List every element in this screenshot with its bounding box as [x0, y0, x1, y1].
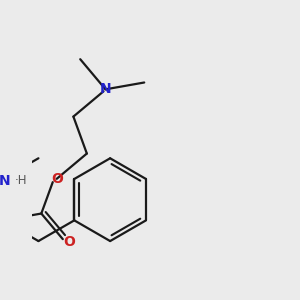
Text: N: N	[0, 174, 10, 188]
Text: O: O	[63, 235, 75, 249]
Text: ·H: ·H	[15, 174, 27, 187]
Text: O: O	[51, 172, 63, 186]
Text: N: N	[100, 82, 111, 96]
